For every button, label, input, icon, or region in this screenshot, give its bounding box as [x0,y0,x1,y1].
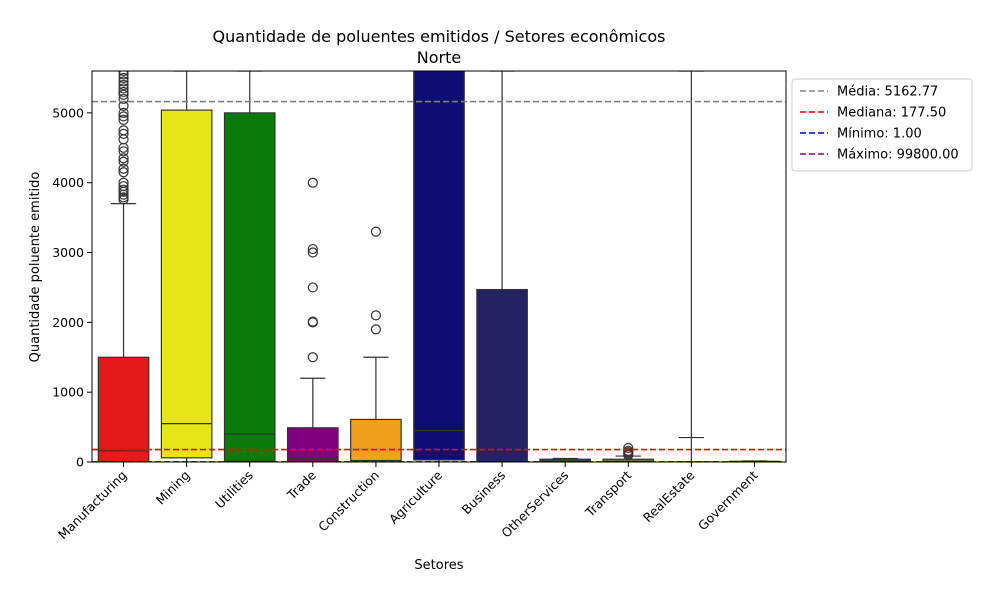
box-realestate [665,71,718,462]
box-body [413,71,465,461]
box-body [286,427,339,462]
outlier-point [118,83,129,94]
x-tick-label: OtherServices [498,468,571,541]
outlier-point [370,226,382,237]
y-tick-label: 5000 [52,105,84,120]
outlier-point [118,107,129,118]
box-manufacturing [97,71,150,462]
x-tick-label: RealEstate [640,467,698,525]
chart-title: Quantidade de poluentes emitidos / Setor… [213,27,666,46]
x-tick-label: Government [695,467,761,533]
outlier-point [118,114,129,125]
outlier-point [307,177,318,188]
outlier-point [118,128,129,139]
plot-area: 0 1000 2000 3000 4000 5000 Manufacturing Mining… [52,70,787,543]
x-axis-label: Setores [414,558,463,573]
legend-entry: Máximo: 99800.00 [837,148,959,163]
outlier-point [623,445,634,456]
outlier-point [118,146,129,157]
y-tick-label: 3000 [52,245,84,260]
outlier-point [307,282,318,293]
outlier-point [118,111,129,122]
outlier-point [118,189,129,200]
y-tick-label: 2000 [52,315,84,330]
box-body [539,458,592,462]
outlier-point [118,71,129,80]
outlier-point [118,71,129,77]
outlier-point [118,153,129,164]
outlier-point [118,163,129,174]
outlier-point [118,93,129,105]
outlier-point [118,72,129,84]
y-tick-label: 0 [76,455,84,470]
box-construction [350,226,402,462]
legend-entry: Mínimo: 1.00 [837,127,922,142]
outlier-point [118,192,129,203]
box-trade [286,177,339,462]
box-agriculture [413,71,465,462]
legend-entry: Mediana: 177.50 [837,106,946,121]
outlier-point [118,184,129,195]
y-tick-label: 1000 [52,385,84,400]
x-tick-label: Transport [582,467,635,520]
outlier-point [118,86,129,98]
outlier-point [307,243,318,255]
x-tick-label: Agriculture [386,467,445,526]
box-transport [602,442,655,462]
outlier-point [307,352,318,363]
outlier-point [370,324,382,335]
box-utilities [223,71,276,462]
legend-frame [791,78,973,172]
x-tick-label: Trade [283,467,319,503]
outlier-point [118,177,129,188]
y-axis-label: Quantidade poluente emitido [28,172,43,363]
outlier-point [307,247,318,258]
box-mining [160,71,213,462]
outlier-point [118,89,129,100]
outlier-point [118,125,129,136]
x-tick-label: Utilities [212,468,256,512]
outlier-point [118,142,129,153]
outlier-point [370,310,382,321]
x-tick-label: Construction [315,468,382,535]
y-tick-label: 4000 [52,175,84,190]
outlier-point [307,316,318,327]
box-body [476,288,528,462]
x-tick-label: Mining [153,468,193,508]
box-business [476,71,528,462]
x-tick-label: Business [459,468,509,518]
box-body [97,356,150,462]
outlier-point [623,442,634,454]
box-body [160,109,213,459]
outlier-point [118,167,129,178]
outlier-point [118,76,129,87]
box-body [223,112,276,462]
chart-subtitle: Norte [417,48,461,67]
legend: Média: 5162.77 Mediana: 177.50 Mínimo: 1.0… [791,78,973,172]
outlier-point [118,181,129,192]
outlier-point [118,156,129,167]
legend-entry: Média: 5162.77 [837,85,938,100]
plot-inner [92,71,786,462]
x-tick-label: Manufacturing [55,468,130,543]
box-body [350,418,402,462]
outlier-point [118,79,129,91]
